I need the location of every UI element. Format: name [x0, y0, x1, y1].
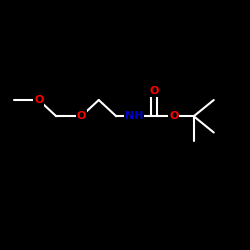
Text: O: O: [149, 86, 158, 96]
Text: O: O: [34, 95, 43, 105]
Text: NH: NH: [124, 111, 143, 121]
Text: O: O: [169, 111, 178, 121]
Text: O: O: [76, 111, 86, 121]
